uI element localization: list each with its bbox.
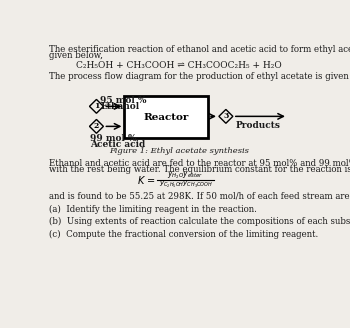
Text: 95 mol %: 95 mol % bbox=[100, 95, 147, 105]
Text: Reactor: Reactor bbox=[144, 113, 189, 122]
Text: The esterification reaction of ethanol and acetic acid to form ethyl acetate fol: The esterification reaction of ethanol a… bbox=[49, 45, 350, 54]
Text: and is found to be 55.25 at 298K. If 50 mol/h of each feed stream are sent to th: and is found to be 55.25 at 298K. If 50 … bbox=[49, 192, 350, 201]
Bar bbox=[124, 96, 208, 138]
Text: $y_{H_2O}y_{ester}$: $y_{H_2O}y_{ester}$ bbox=[168, 169, 204, 181]
Text: $y_{C_2H_5OH}y_{CH_3COOH}$: $y_{C_2H_5OH}y_{CH_3COOH}$ bbox=[159, 180, 212, 190]
Text: 2: 2 bbox=[94, 122, 99, 130]
Text: Figure 1: Ethyl acetate synthesis: Figure 1: Ethyl acetate synthesis bbox=[110, 147, 249, 155]
Text: given below,: given below, bbox=[49, 51, 103, 60]
Text: with the rest being water. The equilibrium constant for the reaction is given as: with the rest being water. The equilibri… bbox=[49, 165, 350, 174]
Text: (b)  Using extents of reaction calculate the compositions of each substance leav: (b) Using extents of reaction calculate … bbox=[49, 217, 350, 226]
Text: 1: 1 bbox=[94, 102, 99, 110]
Text: (a)  Identify the limiting reagent in the reaction.: (a) Identify the limiting reagent in the… bbox=[49, 205, 257, 214]
Text: The process flow diagram for the production of ethyl acetate is given in Figure : The process flow diagram for the product… bbox=[49, 72, 350, 81]
Text: (c)  Compute the fractional conversion of the limiting reagent.: (c) Compute the fractional conversion of… bbox=[49, 230, 318, 239]
Text: C₂H₅OH + CH₃COOH ⇌ CH₃COOC₂H₅ + H₂O: C₂H₅OH + CH₃COOH ⇌ CH₃COOC₂H₅ + H₂O bbox=[77, 61, 282, 70]
Text: 3: 3 bbox=[223, 113, 229, 120]
Text: Products: Products bbox=[236, 121, 281, 130]
Text: Ethanol and acetic acid are fed to the reactor at 95 mol% and 99 mol% concentrat: Ethanol and acetic acid are fed to the r… bbox=[49, 159, 350, 168]
Text: 99 mol %: 99 mol % bbox=[90, 134, 137, 143]
Text: $K\,=$: $K\,=$ bbox=[137, 174, 156, 186]
Text: Ethanol: Ethanol bbox=[100, 102, 139, 111]
Text: Acetic acid: Acetic acid bbox=[90, 140, 146, 149]
